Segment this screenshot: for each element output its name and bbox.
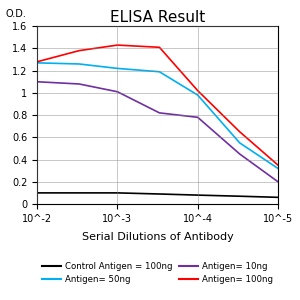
Antigen= 10ng bbox=[35, 80, 39, 84]
Antigen= 10ng bbox=[158, 111, 161, 115]
Control Antigen = 100ng bbox=[238, 194, 242, 198]
Antigen= 100ng bbox=[158, 46, 161, 49]
Antigen= 100ng bbox=[35, 60, 39, 64]
Antigen= 10ng bbox=[276, 180, 280, 184]
Antigen= 100ng bbox=[77, 49, 81, 52]
Legend: Control Antigen = 100ng, Antigen= 50ng, Antigen= 10ng, Antigen= 100ng: Control Antigen = 100ng, Antigen= 50ng, … bbox=[43, 262, 273, 284]
Control Antigen = 100ng bbox=[196, 193, 200, 197]
Control Antigen = 100ng bbox=[35, 191, 39, 195]
Control Antigen = 100ng bbox=[276, 196, 280, 199]
Antigen= 10ng bbox=[196, 116, 200, 119]
X-axis label: Serial Dilutions of Antibody: Serial Dilutions of Antibody bbox=[82, 232, 233, 242]
Antigen= 50ng bbox=[196, 93, 200, 97]
Antigen= 10ng bbox=[77, 82, 81, 86]
Line: Antigen= 50ng: Antigen= 50ng bbox=[37, 63, 278, 168]
Title: ELISA Result: ELISA Result bbox=[110, 10, 205, 25]
Control Antigen = 100ng bbox=[158, 192, 161, 196]
Antigen= 10ng bbox=[116, 90, 119, 94]
Control Antigen = 100ng bbox=[77, 191, 81, 195]
Text: O.D.: O.D. bbox=[6, 9, 27, 19]
Antigen= 10ng bbox=[238, 152, 242, 156]
Antigen= 100ng bbox=[116, 43, 119, 47]
Antigen= 100ng bbox=[196, 89, 200, 92]
Line: Antigen= 10ng: Antigen= 10ng bbox=[37, 82, 278, 182]
Antigen= 50ng bbox=[158, 70, 161, 74]
Line: Control Antigen = 100ng: Control Antigen = 100ng bbox=[37, 193, 278, 197]
Antigen= 50ng bbox=[116, 67, 119, 70]
Line: Antigen= 100ng: Antigen= 100ng bbox=[37, 45, 278, 165]
Antigen= 50ng bbox=[77, 62, 81, 66]
Control Antigen = 100ng bbox=[116, 191, 119, 195]
Antigen= 50ng bbox=[276, 167, 280, 170]
Antigen= 100ng bbox=[238, 130, 242, 134]
Antigen= 100ng bbox=[276, 163, 280, 167]
Antigen= 50ng bbox=[35, 61, 39, 65]
Antigen= 50ng bbox=[238, 141, 242, 145]
